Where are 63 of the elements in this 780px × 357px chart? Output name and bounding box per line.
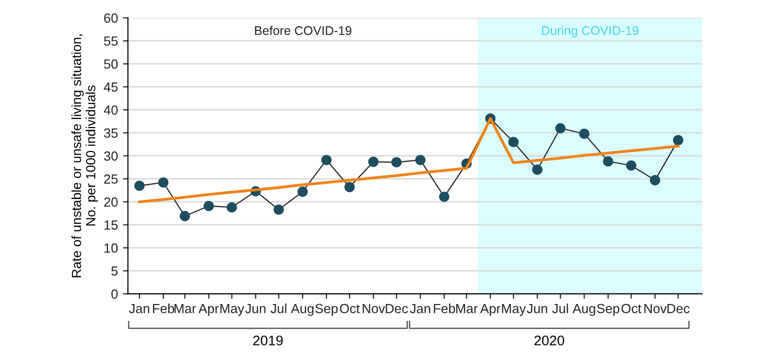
point [204,200,214,212]
y-tick-label: 30 [104,151,118,161]
y-tick-label: 20 [104,197,118,207]
x-tick-label: Jan [129,304,150,314]
point [180,210,190,222]
point [602,156,614,166]
x-tick-label: Aug [290,304,314,316]
x-tick-label: Oct [622,304,642,314]
point [532,164,542,175]
x-tick-label: Nov [644,304,667,314]
point [672,135,684,146]
x-tick-label: Mar [174,304,196,314]
text: 2019 [253,336,283,346]
point [134,180,145,191]
annotation: Before COVID-19 [255,26,352,36]
y-tick-label: 15 [104,220,118,230]
x-tick-label: Oct [340,304,360,314]
point [579,128,590,139]
x-tick-label: Sep [315,304,338,316]
y-tick-label: 60 [104,13,118,23]
band-label: During COVID-19 [542,26,638,38]
y-tick-label: 45 [104,82,118,92]
point [158,177,168,188]
y-tick-label: 0 [111,289,118,299]
x-tick-label: Apr [480,304,500,316]
x-tick-label: Jan [410,304,430,314]
point [415,154,426,166]
x-tick-label: Jul [270,304,286,314]
y-tick-label: 35 [104,128,118,138]
point [626,160,636,171]
y-tick-label: 25 [104,174,118,184]
point [226,202,237,212]
x-tick-label: Sep [596,304,620,316]
point [321,154,332,166]
point [368,156,379,167]
point [391,157,402,168]
point [274,204,284,215]
x-tick-label: Feb [434,304,456,314]
x-tick-label: Dec [386,304,408,314]
x-tick-label: May [502,304,526,316]
y-tick-label: 55 [104,36,118,46]
x-tick-label: Jul [552,304,568,314]
x-tick-label: Feb [153,304,174,314]
x-tick-label: Jun [245,304,266,314]
point [297,186,308,197]
x-tick-label: Mar [456,304,478,314]
y-tick-label: 50 [104,59,118,69]
x-tick-label: Apr [198,304,219,316]
x-tick-label: May [220,304,244,316]
x-tick-label: Dec [667,304,690,314]
x-tick-label: Nov [362,304,386,314]
point [555,123,566,134]
text: 2020 [534,336,564,346]
point [508,136,519,148]
y-axis-title: Rate of unstable or unsafe living situation, No. per 1000 individuals [71,34,98,278]
y-tick-label: 40 [104,105,118,115]
point [344,182,355,192]
x-tick-label: Jun [526,304,548,314]
point [439,192,450,202]
y-tick-label: 10 [104,243,118,253]
point [650,175,660,186]
y-tick-label: 5 [111,266,118,276]
x-tick-label: Aug [572,304,596,316]
